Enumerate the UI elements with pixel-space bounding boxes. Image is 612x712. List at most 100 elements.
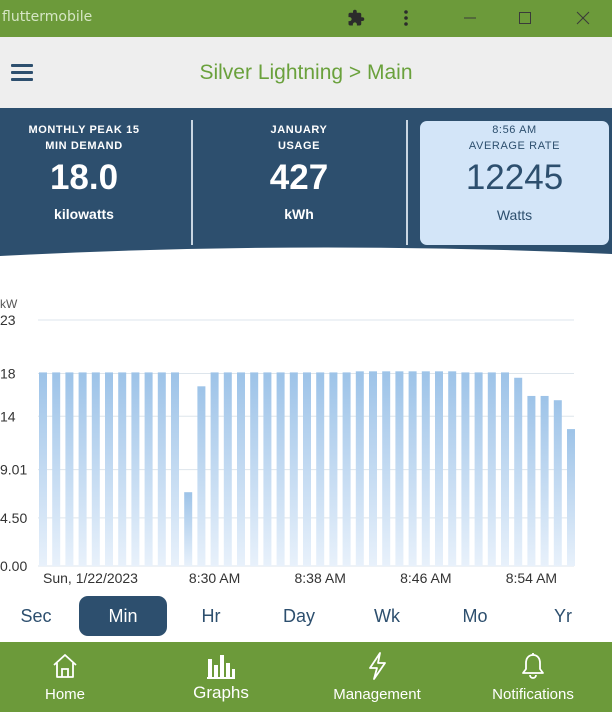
chart-bar[interactable] bbox=[501, 372, 509, 566]
x-tick-label: Sun, 1/22/2023 bbox=[43, 570, 138, 586]
y-tick-label: 18 bbox=[0, 365, 16, 381]
bar-chart-icon bbox=[207, 655, 235, 679]
chart-bar[interactable] bbox=[303, 372, 311, 566]
peak-demand-unit: kilowatts bbox=[54, 206, 114, 222]
chart-bar[interactable] bbox=[553, 400, 562, 566]
more-vert-icon[interactable] bbox=[393, 6, 419, 30]
x-tick-label: 8:54 AM bbox=[506, 570, 557, 586]
chart-bar[interactable] bbox=[421, 371, 430, 566]
chart-bar[interactable] bbox=[382, 371, 391, 566]
lightning-icon bbox=[369, 652, 386, 680]
chart-bar[interactable] bbox=[78, 372, 87, 566]
chart-bar[interactable] bbox=[408, 371, 417, 566]
y-tick-label: 4.50 bbox=[0, 510, 27, 526]
chart-bar[interactable] bbox=[395, 371, 404, 566]
minimize-icon[interactable] bbox=[457, 6, 483, 30]
nav-graphs-label: Graphs bbox=[193, 683, 249, 702]
bell-icon bbox=[522, 653, 544, 679]
chart-bar[interactable] bbox=[329, 372, 338, 566]
stats-divider bbox=[191, 120, 193, 245]
x-tick-label: 8:38 AM bbox=[295, 570, 346, 586]
chart-bar[interactable] bbox=[342, 372, 351, 566]
peak-demand-value: 18.0 bbox=[49, 158, 119, 197]
page-title: Silver Lightning > Main bbox=[199, 61, 413, 84]
window-titlebar: fluttermobile bbox=[0, 0, 612, 37]
app-header: Silver Lightning > Main bbox=[0, 37, 612, 108]
nav-graphs[interactable]: Graphs bbox=[156, 642, 286, 712]
y-tick-label: 23 bbox=[0, 312, 16, 328]
maximize-icon[interactable] bbox=[512, 6, 538, 30]
chart-bar[interactable] bbox=[567, 429, 575, 566]
y-tick-label: 14 bbox=[0, 408, 16, 424]
nav-home-label: Home bbox=[44, 686, 85, 703]
usage-label-line1: JANUARY bbox=[270, 124, 328, 136]
chart-bar[interactable] bbox=[65, 372, 74, 566]
chart-bar[interactable] bbox=[184, 492, 193, 566]
nav-notifications[interactable]: Notifications bbox=[468, 642, 598, 712]
home-icon bbox=[53, 654, 77, 678]
bottom-navigation: Home Graphs Management Notifications bbox=[0, 642, 612, 712]
chart-bar[interactable] bbox=[105, 372, 113, 566]
usage-value: 427 bbox=[269, 158, 329, 197]
tab-day[interactable]: Day bbox=[282, 605, 315, 626]
chart-bar[interactable] bbox=[369, 371, 377, 566]
tab-mo[interactable]: Mo bbox=[462, 605, 488, 626]
period-tabs: Sec Min Hr Day Wk Mo Yr bbox=[0, 596, 612, 636]
chart-bar[interactable] bbox=[144, 372, 153, 566]
usage-unit: kWh bbox=[284, 206, 314, 222]
tab-sec[interactable]: Sec bbox=[20, 605, 52, 626]
average-rate-unit: Watts bbox=[496, 207, 533, 223]
y-tick-label: 9.01 bbox=[0, 462, 27, 478]
chart-bar[interactable] bbox=[237, 372, 245, 566]
chart-bar[interactable] bbox=[131, 372, 140, 566]
chart-bar[interactable] bbox=[118, 372, 127, 566]
chart-bar[interactable] bbox=[263, 372, 272, 566]
tab-wk[interactable]: Wk bbox=[374, 605, 400, 626]
chart-bar[interactable] bbox=[52, 372, 61, 566]
average-rate-time: 8:56 AM bbox=[492, 124, 537, 136]
chart-bar[interactable] bbox=[289, 372, 298, 566]
usage-bar-chart: kW 23 18 14 9.01 4.50 0.00 Sun, 1/22/2023 8:30 A… bbox=[0, 290, 612, 590]
chart-bar[interactable] bbox=[223, 372, 232, 566]
average-rate-label: AVERAGE RATE bbox=[468, 140, 561, 152]
stats-panel: MONTHLY PEAK 15 MIN DEMAND 18.0 kilowatt… bbox=[0, 108, 612, 268]
chart-bar[interactable] bbox=[210, 372, 219, 566]
tab-hr[interactable]: Hr bbox=[201, 605, 221, 626]
close-icon[interactable] bbox=[570, 6, 596, 30]
chart-bar[interactable] bbox=[448, 371, 457, 566]
chart-bar[interactable] bbox=[514, 377, 523, 566]
chart-bar[interactable] bbox=[171, 372, 179, 566]
hamburger-menu-icon[interactable] bbox=[9, 61, 35, 83]
chart-bar[interactable] bbox=[487, 372, 496, 566]
chart-bar[interactable] bbox=[91, 372, 100, 566]
extension-icon[interactable] bbox=[343, 6, 369, 30]
nav-home[interactable]: Home bbox=[0, 642, 130, 712]
chart-bar[interactable] bbox=[474, 372, 483, 566]
chart-bar[interactable] bbox=[39, 372, 47, 566]
chart-bar[interactable] bbox=[527, 395, 536, 566]
chart-bar[interactable] bbox=[355, 371, 364, 566]
peak-demand-label-line1: MONTHLY PEAK 15 bbox=[28, 124, 140, 136]
tab-yr[interactable]: Yr bbox=[554, 605, 572, 626]
usage-label-line2: USAGE bbox=[277, 140, 321, 152]
tab-min[interactable]: Min bbox=[79, 596, 167, 636]
nav-management[interactable]: Management bbox=[312, 642, 442, 712]
chart-bar[interactable] bbox=[276, 372, 285, 566]
chart-bar[interactable] bbox=[197, 386, 206, 566]
chart-bar[interactable] bbox=[157, 372, 166, 566]
average-rate-value: 12245 bbox=[465, 158, 564, 197]
nav-management-label: Management bbox=[333, 686, 421, 703]
chart-bar[interactable] bbox=[461, 372, 470, 566]
chart-bar[interactable] bbox=[250, 372, 259, 566]
chart-bar[interactable] bbox=[540, 395, 549, 566]
nav-notifications-label: Notifications bbox=[492, 686, 574, 703]
x-tick-label: 8:46 AM bbox=[400, 570, 451, 586]
chart-bar[interactable] bbox=[435, 371, 443, 566]
stats-divider bbox=[406, 120, 408, 245]
average-rate-card[interactable]: 8:56 AM AVERAGE RATE 12245 Watts bbox=[420, 121, 609, 245]
y-axis-unit-label: kW bbox=[0, 297, 18, 311]
chart-bar[interactable] bbox=[316, 372, 325, 566]
window-title: fluttermobile bbox=[2, 9, 93, 25]
x-tick-label: 8:30 AM bbox=[189, 570, 240, 586]
